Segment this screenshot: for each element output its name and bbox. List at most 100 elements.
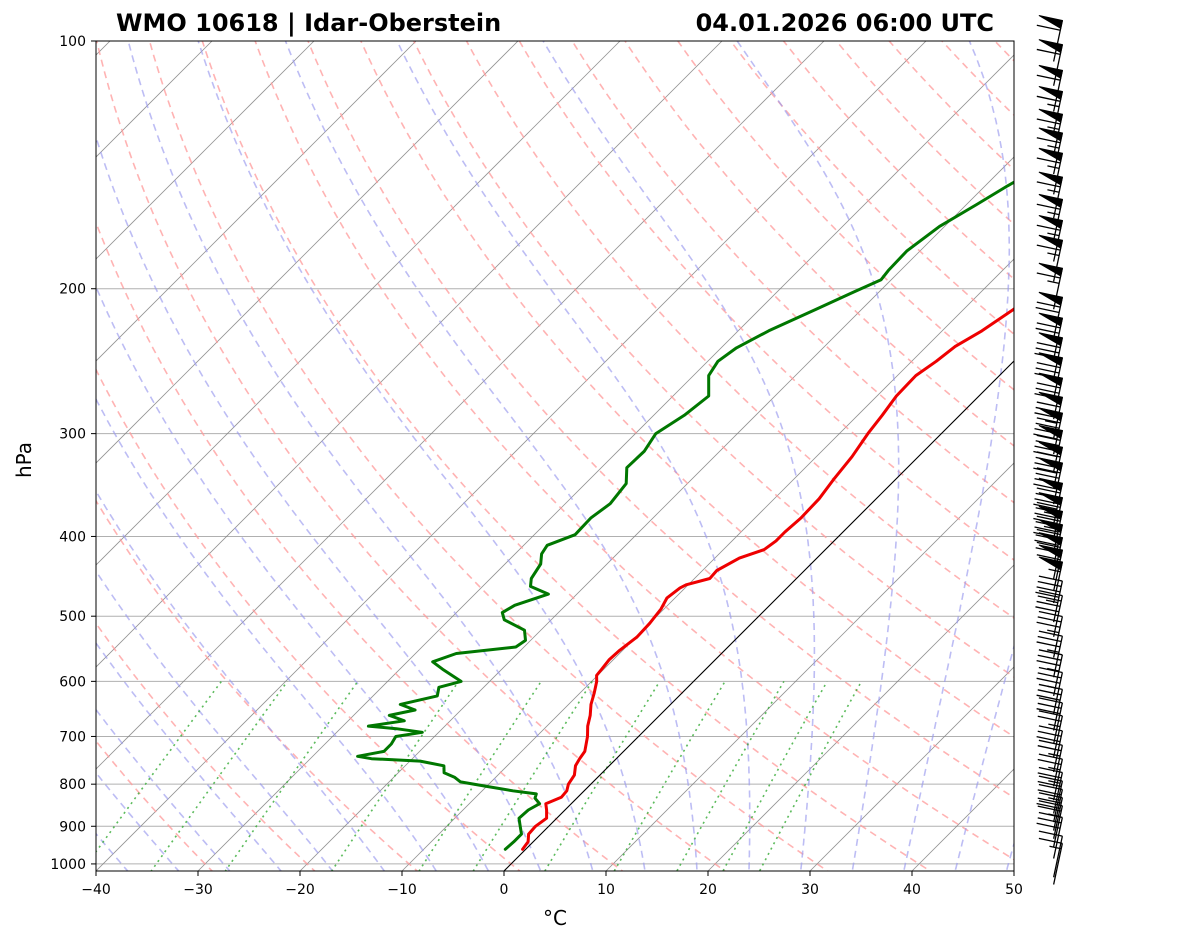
mixing-ratio-line [150, 680, 288, 871]
dry-adiabat-line [624, 41, 1014, 447]
wind-barb [1038, 837, 1064, 885]
x-tick-label: 0 [500, 882, 509, 898]
x-tick-label: −20 [285, 882, 315, 898]
mixing-ratio-line [224, 680, 359, 871]
plot-background [96, 41, 1014, 871]
profile-series [356, 180, 1014, 851]
moist-adiabat-line [736, 41, 900, 871]
zero-isotherm-line [503, 360, 1014, 871]
plot-frame [95, 40, 1015, 872]
x-tick-label: 20 [699, 882, 717, 898]
isotherm-line [96, 41, 315, 260]
y-axis-ticks: 1000 900 800 700 600 500 400 300 200 100 [50, 34, 96, 873]
moist-adiabat-line [954, 643, 1014, 871]
isotherm-line [96, 41, 417, 362]
moist-adiabat-line [96, 489, 386, 871]
y-tick-label: 400 [59, 529, 86, 545]
wind-barb [1036, 610, 1064, 658]
moist-adiabat-line [197, 41, 646, 871]
mixing-ratio-line [676, 680, 785, 871]
x-tick-label: 10 [597, 882, 615, 898]
moist-adiabat-lines [96, 41, 1014, 871]
moist-adiabat-line [96, 397, 438, 871]
dry-adiabat-line [96, 41, 727, 871]
moist-adiabat-line [1005, 840, 1014, 871]
isotherm-line [96, 41, 723, 668]
wind-barb [1036, 725, 1064, 773]
y-tick-label: 1000 [50, 857, 86, 873]
moist-adiabat-line [96, 285, 490, 871]
x-axis-ticks: −40 −30 −20 −10 0 10 20 30 40 50 [81, 871, 1023, 898]
wind-barb [1036, 262, 1064, 310]
dry-adiabat-line [96, 220, 624, 871]
wind-barb [1038, 830, 1064, 878]
wind-barb [1036, 15, 1064, 62]
isotherm-line [809, 666, 1014, 871]
isotherm-line [707, 564, 1014, 871]
mixing-ratio-line [613, 680, 726, 871]
wind-barb [1036, 147, 1064, 195]
dry-adiabat-line [518, 41, 1014, 561]
wind-barb [1033, 457, 1064, 505]
isotherm-line [96, 41, 825, 770]
wind-barb [1036, 127, 1064, 175]
wind-barb [1037, 753, 1064, 801]
zero-isotherm [503, 360, 1014, 871]
moist-adiabat-line [284, 41, 698, 871]
x-tick-label: 30 [801, 882, 819, 898]
dry-adiabat-line [412, 41, 1014, 678]
dry-adiabat-line [676, 41, 1014, 391]
dry-adiabat-line [96, 367, 522, 871]
dry-adiabat-line [307, 41, 1014, 799]
y-tick-label: 800 [59, 777, 86, 793]
dry-adiabat-line [571, 41, 1014, 504]
wind-barb [1037, 739, 1064, 787]
dry-adiabat-line [729, 41, 1014, 336]
wind-barb [1035, 590, 1064, 637]
x-tick-label: −10 [387, 882, 417, 898]
chart-title-station: WMO 10618 | Idar-Oberstein [116, 9, 501, 37]
temperature-line [521, 307, 1014, 851]
mixing-ratio-lines [96, 680, 863, 871]
moist-adiabat-line [396, 41, 751, 871]
moist-adiabat-line [542, 41, 816, 871]
isotherm-line [197, 54, 1014, 871]
y-tick-label: 100 [59, 34, 86, 50]
dry-adiabat-line [359, 41, 1014, 738]
dry-adiabat-line [148, 41, 830, 871]
x-tick-label: −30 [183, 882, 213, 898]
y-tick-label: 600 [59, 674, 86, 690]
wind-barb [1035, 532, 1064, 579]
isotherm-line [1013, 870, 1014, 871]
isotherm-line [1106, 23, 1181, 882]
isotherm-line [96, 41, 621, 566]
moist-adiabat-line [127, 41, 594, 871]
wind-barb [1037, 766, 1064, 814]
dry-adiabat-line [201, 41, 932, 871]
x-tick-label: −40 [81, 882, 111, 898]
wind-barb [1036, 39, 1064, 86]
y-axis-label: hPa [12, 442, 36, 478]
x-tick-label: 50 [1005, 882, 1023, 898]
wind-barb [1036, 171, 1064, 219]
isotherm-line [96, 41, 519, 464]
mixing-ratio-line [722, 681, 828, 871]
plot-area [96, 23, 1181, 882]
chart-title-datetime: 04.01.2026 06:00 UTC [696, 9, 994, 37]
dewpoint-line [356, 180, 1014, 851]
x-tick-label: 40 [903, 882, 921, 898]
y-tick-label: 500 [59, 609, 86, 625]
mixing-ratio-line [758, 681, 863, 871]
isotherm-line [96, 41, 927, 871]
dry-adiabat-line [888, 41, 1014, 171]
wind-barbs [1033, 15, 1064, 885]
y-tick-label: 900 [59, 819, 86, 835]
moist-adiabat-line [902, 41, 1011, 871]
x-axis-label: °C [543, 906, 567, 930]
y-tick-label: 200 [59, 282, 86, 298]
isotherm-line [299, 156, 1014, 871]
isotherm-line [401, 258, 1014, 871]
y-tick-label: 700 [59, 729, 86, 745]
y-tick-label: 300 [59, 427, 86, 443]
